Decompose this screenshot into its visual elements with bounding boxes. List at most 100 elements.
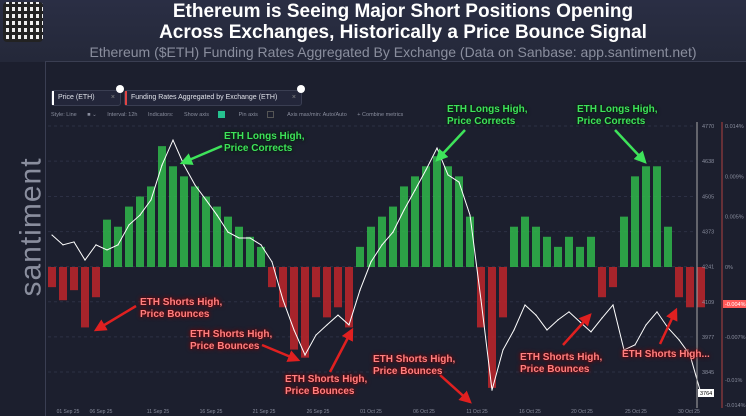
funding-bar xyxy=(422,166,430,267)
annotation-arrow xyxy=(179,144,223,165)
price-point xyxy=(414,189,416,191)
funding-bar xyxy=(521,216,529,267)
funding-bar xyxy=(213,206,221,267)
annotation-line: Price Corrects xyxy=(224,143,293,154)
current-price-badge xyxy=(698,389,714,397)
funding-bar xyxy=(356,246,364,267)
annotation-line: Price Bounces xyxy=(520,364,590,375)
funding-bar xyxy=(411,176,419,267)
funding-bar xyxy=(664,226,672,267)
annotation-line: Price Bounces xyxy=(373,366,443,377)
funding-bar xyxy=(444,166,452,267)
price-point xyxy=(370,261,372,263)
funding-bar xyxy=(147,186,155,267)
close-icon[interactable]: × xyxy=(110,94,115,101)
price-point xyxy=(535,314,537,316)
price-tick-label: 4638 xyxy=(702,159,714,165)
annotation-long: ETH Longs High, Price Corrects xyxy=(577,104,658,128)
annotation-arrow xyxy=(614,129,647,164)
annotation-long: ETH Longs High, Price Corrects xyxy=(447,104,528,128)
price-point xyxy=(62,244,64,246)
tab-price[interactable]: Price (ETH) × xyxy=(51,85,124,106)
price-point xyxy=(260,244,262,246)
date-tick-label: 06 Sep 25 xyxy=(90,409,113,415)
current-price-label: 3764 xyxy=(700,391,712,397)
price-point xyxy=(458,181,460,183)
price-point xyxy=(524,304,526,306)
annotation-line: ETH Shorts High, xyxy=(140,297,223,308)
show-axis-label: Show axis xyxy=(183,111,210,118)
annotation-line: Price Bounces xyxy=(140,309,210,320)
axis-minmax-dropdown[interactable]: Axis max/min: Auto/Auto xyxy=(287,111,347,118)
close-icon[interactable]: × xyxy=(291,94,296,101)
annotation-arrow xyxy=(261,343,301,362)
date-tick-label: 30 Oct 25 xyxy=(678,409,700,415)
annotation-line: ETH Longs High, xyxy=(447,104,528,115)
settings-dot-icon[interactable] xyxy=(116,85,124,93)
price-tick-label: 4109 xyxy=(702,300,714,306)
annotation-short: ETH Shorts High, Price Bounces xyxy=(140,297,222,321)
annotation-arrow xyxy=(562,313,592,346)
funding-bar xyxy=(235,226,243,267)
price-point xyxy=(579,321,581,323)
funding-bar xyxy=(686,267,694,308)
funding-bar xyxy=(543,236,551,267)
price-point xyxy=(436,147,438,149)
tab-label: Funding Rates Aggregated by Exchange (ET… xyxy=(131,94,278,101)
funding-bar xyxy=(488,267,496,388)
current-funding-label: -0.004% xyxy=(725,302,746,308)
price-point xyxy=(282,299,284,301)
settings-dot-icon[interactable] xyxy=(297,85,305,93)
funding-tick-label: 0.005% xyxy=(725,215,744,221)
price-point xyxy=(139,214,141,216)
funding-bar xyxy=(587,236,595,267)
funding-bar xyxy=(48,267,56,288)
annotation-line: ETH Shorts High, xyxy=(373,354,456,365)
annotation-line: ETH Shorts High... xyxy=(622,349,710,360)
annotation-line: Price Corrects xyxy=(577,116,646,127)
price-point xyxy=(271,261,273,263)
price-point xyxy=(128,224,130,226)
funding-bar xyxy=(334,267,342,308)
color-picker[interactable]: ■ ⌄ xyxy=(87,111,97,118)
annotation-long: ETH Longs High, Price Corrects xyxy=(224,131,305,155)
annotation-short: ETH Shorts High, Price Bounces xyxy=(285,374,367,398)
price-point xyxy=(491,389,493,391)
funding-bar xyxy=(389,206,397,267)
annotation-short: ETH Shorts High, Price Bounces xyxy=(520,352,602,376)
funding-bar xyxy=(224,216,232,267)
indicators-dropdown[interactable]: Indicators: xyxy=(148,111,174,118)
price-point xyxy=(513,329,515,331)
price-point xyxy=(612,304,614,306)
funding-bar xyxy=(510,226,518,267)
pin-axis-checkbox[interactable] xyxy=(266,111,274,118)
funding-bar xyxy=(576,246,584,267)
annotation-arrow xyxy=(439,374,472,404)
chart-subtitle: Ethereum ($ETH) Funding Rates Aggregated… xyxy=(89,44,697,60)
style-dropdown[interactable]: Style: Line xyxy=(51,111,77,118)
title-line-1: Ethereum is Seeing Major Short Positions… xyxy=(172,1,634,22)
price-point xyxy=(106,249,108,251)
price-point xyxy=(447,174,449,176)
date-tick-label: 20 Oct 25 xyxy=(571,409,593,415)
funding-bar xyxy=(268,267,276,288)
price-point xyxy=(205,199,207,201)
funding-bar xyxy=(598,267,606,298)
price-point xyxy=(689,354,691,356)
tab-funding-rates[interactable]: Funding Rates Aggregated by Exchange (ET… xyxy=(124,85,305,106)
show-axis-checkbox[interactable] xyxy=(218,111,226,118)
interval-dropdown[interactable]: Interval: 12h xyxy=(107,111,138,118)
funding-bar xyxy=(312,267,320,298)
annotation-line: ETH Longs High, xyxy=(577,104,658,115)
date-tick-label: 16 Oct 25 xyxy=(519,409,541,415)
annotation-line: Price Corrects xyxy=(447,116,516,127)
price-point xyxy=(645,324,647,326)
price-point xyxy=(304,354,306,356)
funding-bar xyxy=(499,267,507,318)
date-tick-label: 26 Sep 25 xyxy=(307,409,330,415)
funding-bar xyxy=(136,196,144,267)
funding-bar xyxy=(532,226,540,267)
price-point xyxy=(249,237,251,239)
combine-metrics-button[interactable]: + Combine metrics xyxy=(357,111,404,118)
